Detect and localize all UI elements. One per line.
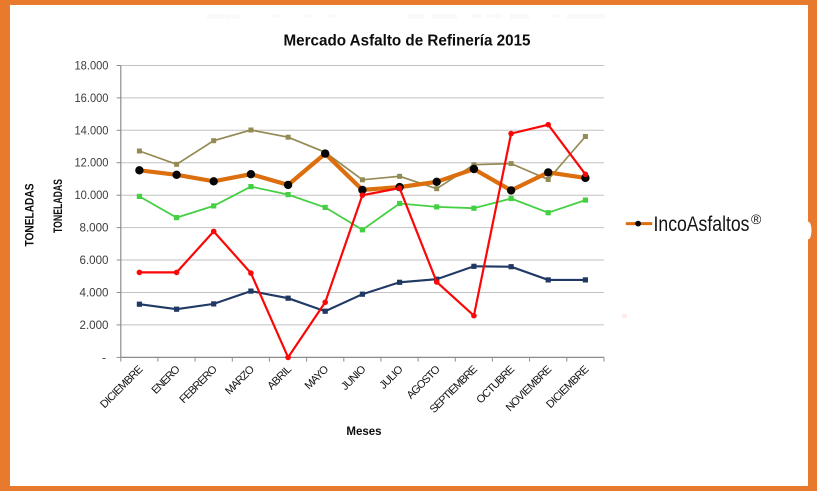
svg-text:10.000: 10.000 (75, 190, 109, 202)
svg-text:4.000: 4.000 (80, 288, 109, 300)
svg-text:8.000: 8.000 (80, 223, 109, 235)
svg-text:Meses: Meses (346, 426, 381, 438)
svg-text:14.000: 14.000 (75, 125, 109, 137)
svg-text:TONELADAS: TONELADAS (23, 184, 37, 247)
svg-text:16.000: 16.000 (75, 93, 109, 105)
svg-text:Mercado Asfalto de Refinería 2: Mercado Asfalto de Refinería 2015 (284, 33, 531, 50)
svg-text:®: ® (751, 211, 762, 227)
svg-text:TONELADAS: TONELADAS (53, 179, 65, 233)
svg-text:6.000: 6.000 (80, 255, 109, 267)
svg-text:12.000: 12.000 (75, 158, 109, 170)
svg-text:IncoAsfaltos: IncoAsfaltos (654, 212, 750, 236)
svg-text:-: - (102, 352, 106, 364)
svg-text:2.000: 2.000 (80, 320, 109, 332)
svg-text:18.000: 18.000 (75, 61, 109, 73)
